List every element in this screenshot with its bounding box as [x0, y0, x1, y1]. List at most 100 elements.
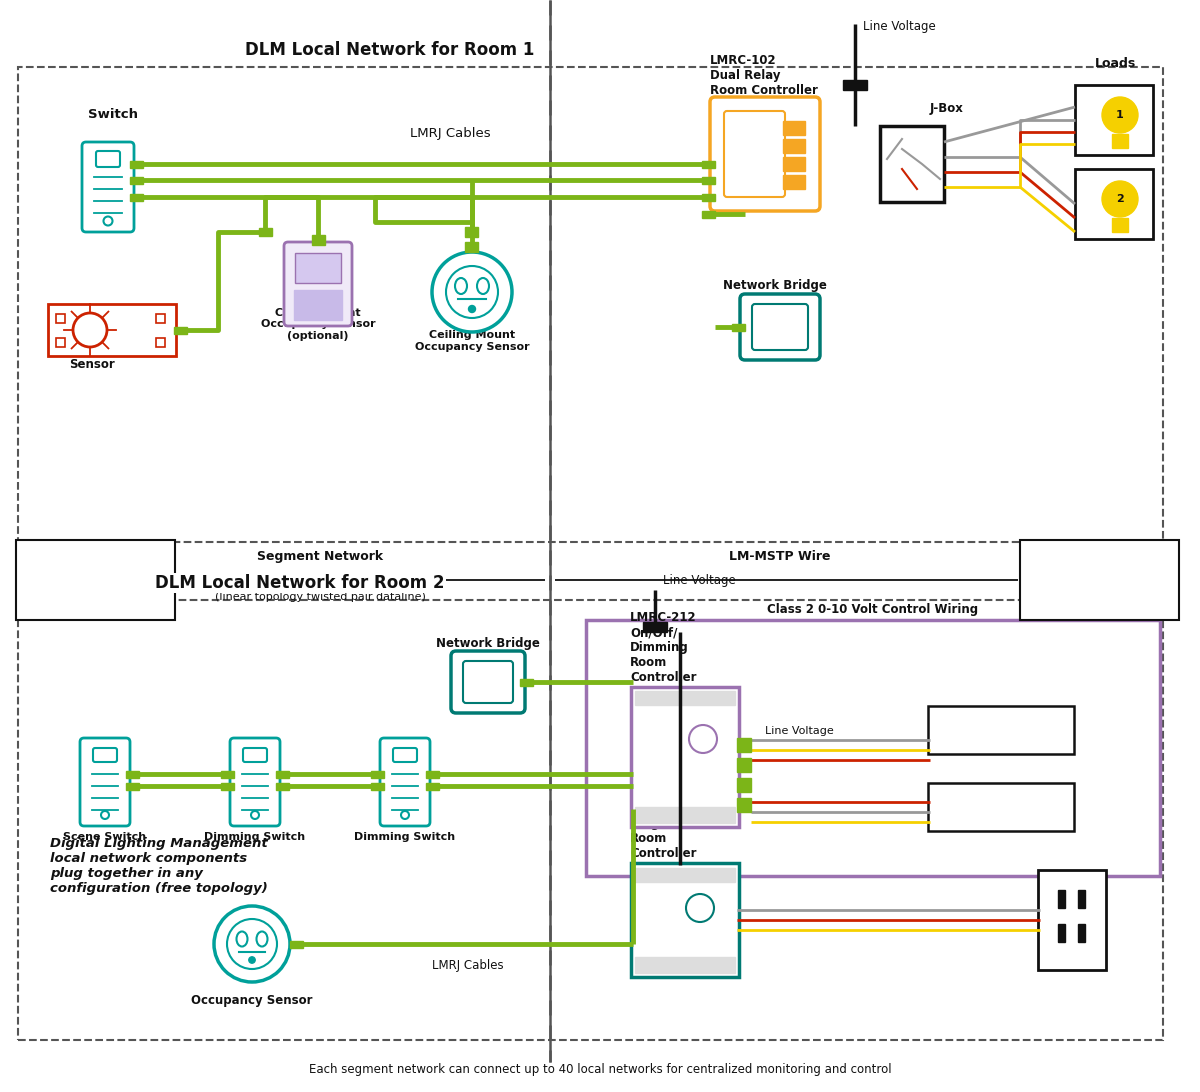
Bar	[702, 193, 715, 201]
FancyBboxPatch shape	[284, 242, 352, 327]
Bar	[732, 323, 745, 331]
Bar	[702, 177, 715, 183]
Text: LMPL-201
Plug Load
Room
Controller: LMPL-201 Plug Load Room Controller	[630, 802, 696, 860]
Bar	[784, 139, 805, 153]
Bar	[1078, 890, 1085, 909]
Text: To
additional DLM
Local Networks: To additional DLM Local Networks	[1061, 563, 1140, 596]
Text: Line Voltage: Line Voltage	[863, 20, 936, 33]
Text: LMRJ Cables: LMRJ Cables	[409, 127, 491, 140]
Text: 1: 1	[1116, 110, 1124, 120]
Bar	[737, 778, 751, 792]
Text: LM-MSTP Wire: LM-MSTP Wire	[730, 550, 830, 563]
FancyBboxPatch shape	[94, 748, 118, 762]
Bar	[294, 290, 342, 320]
Bar	[130, 177, 143, 183]
Text: DLM Local Network for Room 1: DLM Local Network for Room 1	[245, 41, 535, 59]
Bar	[221, 771, 234, 778]
Bar	[371, 771, 384, 778]
Bar	[174, 327, 187, 333]
Bar	[784, 121, 805, 135]
Text: LMRJ Cables: LMRJ Cables	[432, 959, 504, 972]
Bar	[55, 313, 65, 322]
Bar	[784, 157, 805, 171]
Bar	[635, 691, 734, 705]
Bar	[55, 337, 65, 346]
FancyBboxPatch shape	[451, 651, 526, 713]
Bar	[426, 771, 439, 778]
Text: Dimming Switch: Dimming Switch	[204, 832, 306, 842]
Text: 0-10 Volt
Ballast: 0-10 Volt Ballast	[977, 720, 1024, 740]
Bar	[635, 868, 734, 882]
Bar	[1058, 924, 1066, 942]
Bar	[737, 798, 751, 812]
FancyBboxPatch shape	[710, 97, 820, 211]
Text: Class 2 0-10 Volt Control Wiring: Class 2 0-10 Volt Control Wiring	[768, 603, 978, 616]
Bar	[221, 783, 234, 790]
Text: Dimming Switch: Dimming Switch	[354, 832, 456, 842]
FancyBboxPatch shape	[48, 304, 176, 356]
Bar	[880, 126, 944, 202]
FancyBboxPatch shape	[724, 111, 785, 197]
Bar	[426, 783, 439, 790]
Bar	[643, 622, 667, 632]
FancyBboxPatch shape	[1020, 541, 1178, 620]
Bar	[371, 783, 384, 790]
Bar	[737, 738, 751, 752]
Bar	[466, 227, 479, 237]
Circle shape	[468, 306, 475, 312]
Bar	[156, 337, 164, 346]
FancyBboxPatch shape	[16, 541, 175, 620]
Bar	[1075, 169, 1153, 239]
Bar	[290, 940, 302, 948]
Text: Each segment network can connect up to 40 local networks for centralized monitor: Each segment network can connect up to 4…	[308, 1064, 892, 1077]
Text: Occupancy Sensor: Occupancy Sensor	[191, 994, 313, 1007]
FancyBboxPatch shape	[463, 661, 514, 703]
FancyBboxPatch shape	[82, 142, 134, 232]
Bar	[312, 235, 324, 245]
Bar	[1058, 890, 1066, 909]
Bar	[1112, 134, 1128, 149]
FancyBboxPatch shape	[80, 738, 130, 826]
Text: J-Box: J-Box	[930, 102, 964, 115]
Text: To
Segment Manager
or BAS: To Segment Manager or BAS	[48, 563, 144, 596]
Bar	[737, 758, 751, 772]
Circle shape	[1102, 181, 1138, 217]
Circle shape	[1102, 97, 1138, 133]
FancyBboxPatch shape	[394, 748, 418, 762]
Bar	[784, 175, 805, 189]
Bar	[466, 242, 479, 252]
FancyBboxPatch shape	[295, 253, 341, 283]
Bar	[520, 678, 533, 686]
FancyBboxPatch shape	[242, 748, 266, 762]
Bar	[844, 80, 868, 90]
Bar	[258, 228, 271, 236]
FancyBboxPatch shape	[230, 738, 280, 826]
Text: (linear topology twisted pair dataline): (linear topology twisted pair dataline)	[215, 592, 426, 602]
Text: LMRC-102
Dual Relay
Room Controller: LMRC-102 Dual Relay Room Controller	[710, 54, 818, 97]
Bar	[126, 771, 139, 778]
Bar	[1075, 85, 1153, 155]
Text: Loads: Loads	[1094, 57, 1135, 70]
FancyBboxPatch shape	[380, 738, 430, 826]
Bar	[130, 193, 143, 201]
Text: Corner Mount
Occupancy Sensor
(optional): Corner Mount Occupancy Sensor (optional)	[260, 308, 376, 341]
Bar	[276, 783, 289, 790]
Bar	[635, 957, 734, 973]
Bar	[702, 211, 715, 217]
Text: Ceiling Mount
Occupancy Sensor: Ceiling Mount Occupancy Sensor	[415, 331, 529, 352]
Text: LMRC-212
On/Off/
Dimming
Room
Controller: LMRC-212 On/Off/ Dimming Room Controller	[630, 612, 697, 684]
FancyBboxPatch shape	[1038, 870, 1106, 970]
Circle shape	[248, 957, 256, 963]
Text: Switch: Switch	[88, 108, 138, 121]
Text: Network Bridge: Network Bridge	[436, 637, 540, 650]
Text: Network Bridge: Network Bridge	[724, 278, 827, 292]
Text: Digital Lighting Management
local network components
plug together in any
config: Digital Lighting Management local networ…	[50, 836, 268, 895]
Text: 0-10 Volt
Ballast: 0-10 Volt Ballast	[977, 796, 1024, 818]
Bar	[130, 161, 143, 167]
Bar	[156, 313, 164, 322]
FancyBboxPatch shape	[740, 294, 820, 360]
FancyBboxPatch shape	[631, 687, 739, 827]
FancyBboxPatch shape	[631, 863, 739, 977]
Text: Daylight
Sensor: Daylight Sensor	[65, 343, 120, 371]
Bar	[702, 161, 715, 167]
